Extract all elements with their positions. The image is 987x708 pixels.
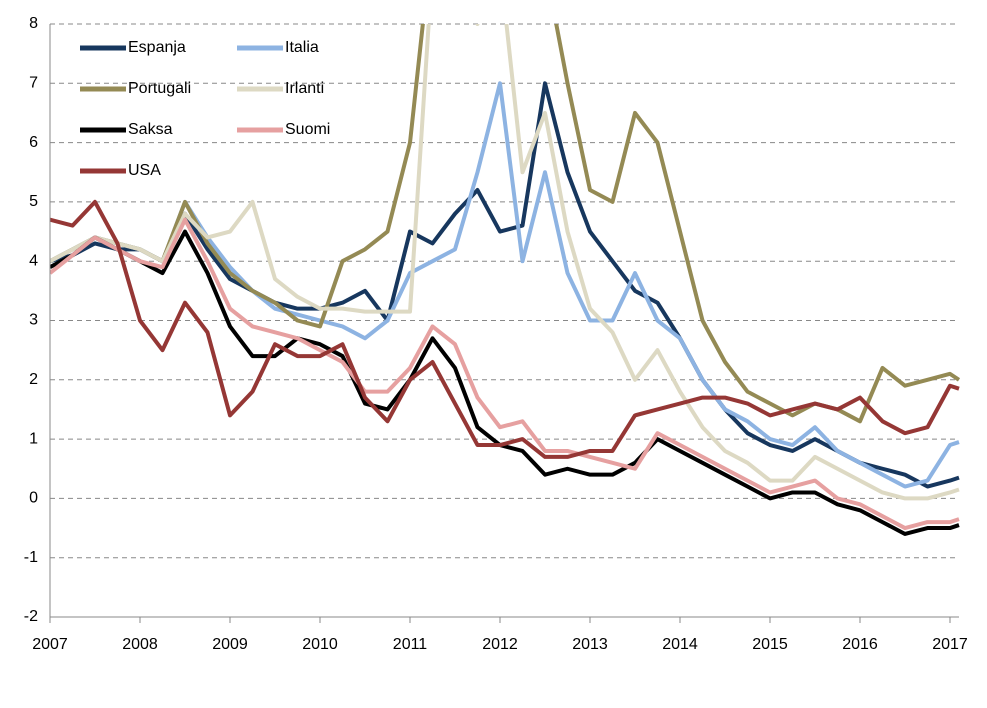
x-tick-label: 2007 xyxy=(32,636,68,653)
x-tick-label: 2012 xyxy=(482,636,518,653)
series-line xyxy=(50,81,960,489)
y-tick-label: -1 xyxy=(24,549,38,566)
x-tick-label: 2011 xyxy=(393,636,428,653)
y-tick-label: 2 xyxy=(29,371,38,388)
y-tick-label: 7 xyxy=(29,75,38,92)
series-line xyxy=(50,199,960,459)
x-tick-label: 2013 xyxy=(572,636,608,653)
x-tick-label: 2014 xyxy=(662,636,698,653)
y-tick-label: 0 xyxy=(29,490,38,507)
legend-label: Italia xyxy=(285,39,319,56)
series-line xyxy=(50,24,960,501)
x-tick-label: 2008 xyxy=(122,636,158,653)
grid xyxy=(50,23,959,618)
y-tick-label: -2 xyxy=(24,608,38,625)
y-tick-label: 1 xyxy=(29,430,38,447)
series-line xyxy=(50,217,960,531)
x-tick-label: 2017 xyxy=(932,636,968,653)
legend-label: Portugali xyxy=(128,80,191,97)
legend-label: Suomi xyxy=(285,121,330,138)
y-tick-label: 3 xyxy=(29,312,38,329)
y-tick-label: 5 xyxy=(29,193,38,210)
series-line xyxy=(50,229,960,536)
legend: Espanja Italia Portugali Irlanti Saksa Suomi U… xyxy=(80,39,330,179)
legend-label: Saksa xyxy=(128,121,173,138)
plot-area xyxy=(50,24,960,536)
legend-label: Espanja xyxy=(128,39,186,56)
legend-label: USA xyxy=(128,162,161,179)
x-tick-label: 2016 xyxy=(842,636,878,653)
legend-label: Irlanti xyxy=(285,80,324,97)
x-tick-label: 2009 xyxy=(212,636,248,653)
y-tick-label: 8 xyxy=(29,15,38,32)
axes: -2 -1 0 1 2 3 4 5 6 7 8 2007 2008 2009 2010 2011 2012 201… xyxy=(24,15,968,653)
x-tick-label: 2015 xyxy=(752,636,788,653)
y-tick-label: 6 xyxy=(29,134,38,151)
y-tick-label: 4 xyxy=(29,252,38,269)
x-tick-label: 2010 xyxy=(302,636,338,653)
series-line xyxy=(50,24,960,424)
